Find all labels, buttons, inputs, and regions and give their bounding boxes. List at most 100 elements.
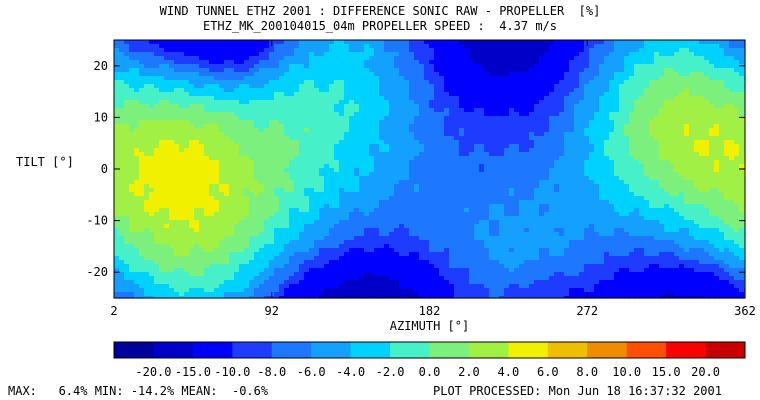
contour-cell: [254, 268, 260, 273]
contour-cell: [164, 176, 170, 181]
contour-cell: [304, 240, 310, 245]
contour-cell: [229, 224, 235, 229]
contour-cell: [354, 204, 360, 209]
contour-cell: [459, 120, 465, 125]
contour-cell: [114, 272, 120, 277]
contour-cell: [314, 44, 320, 49]
contour-cell: [404, 196, 410, 201]
contour-cell: [439, 164, 445, 169]
contour-cell: [319, 112, 325, 117]
contour-cell: [224, 116, 230, 121]
contour-cell: [309, 112, 315, 117]
contour-cell: [459, 52, 465, 57]
contour-cell: [304, 256, 310, 261]
contour-cell: [384, 232, 390, 237]
contour-cell: [154, 40, 160, 45]
contour-cell: [344, 128, 350, 133]
contour-cell: [299, 76, 305, 81]
contour-cell: [119, 56, 125, 61]
contour-cell: [134, 168, 140, 173]
contour-cell: [494, 116, 500, 121]
contour-cell: [309, 104, 315, 109]
contour-cell: [439, 184, 445, 189]
contour-cell: [119, 280, 125, 285]
contour-cell: [419, 140, 425, 145]
contour-cell: [289, 176, 295, 181]
contour-cell: [229, 192, 235, 197]
contour-cell: [464, 144, 470, 149]
contour-cell: [209, 104, 215, 109]
contour-cell: [419, 60, 425, 65]
contour-cell: [119, 164, 125, 169]
contour-cell: [164, 240, 170, 245]
contour-cell: [194, 196, 200, 201]
contour-cell: [309, 200, 315, 205]
contour-cell: [279, 76, 285, 81]
contour-cell: [439, 220, 445, 225]
contour-cell: [419, 156, 425, 161]
contour-cell: [184, 208, 190, 213]
contour-cell: [449, 156, 455, 161]
contour-cell: [169, 268, 175, 273]
contour-cell: [469, 284, 475, 289]
contour-cell: [349, 288, 355, 293]
contour-cell: [354, 176, 360, 181]
contour-cell: [384, 120, 390, 125]
contour-cell: [404, 120, 410, 125]
contour-cell: [224, 204, 230, 209]
contour-cell: [124, 140, 130, 145]
contour-cell: [404, 76, 410, 81]
contour-cell: [269, 244, 275, 249]
contour-cell: [449, 100, 455, 105]
contour-cell: [154, 96, 160, 101]
contour-cell: [409, 44, 415, 49]
contour-cell: [214, 144, 220, 149]
contour-cell: [384, 104, 390, 109]
contour-cell: [209, 160, 215, 165]
contour-cell: [204, 220, 210, 225]
contour-cell: [254, 204, 260, 209]
contour-cell: [224, 60, 230, 65]
contour-cell: [129, 204, 135, 209]
contour-cell: [419, 244, 425, 249]
contour-cell: [114, 60, 120, 65]
contour-cell: [139, 180, 145, 185]
contour-cell: [229, 156, 235, 161]
contour-cell: [189, 120, 195, 125]
contour-cell: [374, 48, 380, 53]
contour-cell: [289, 228, 295, 233]
contour-cell: [414, 272, 420, 277]
contour-cell: [329, 92, 335, 97]
contour-cell: [379, 248, 385, 253]
contour-cell: [349, 260, 355, 265]
contour-cell: [124, 260, 130, 265]
contour-cell: [199, 64, 205, 69]
contour-cell: [344, 120, 350, 125]
contour-cell: [329, 140, 335, 145]
contour-cell: [359, 56, 365, 61]
contour-cell: [119, 232, 125, 237]
contour-cell: [479, 56, 485, 61]
contour-cell: [469, 108, 475, 113]
contour-cell: [279, 264, 285, 269]
contour-cell: [414, 176, 420, 181]
contour-cell: [244, 228, 250, 233]
contour-cell: [409, 296, 415, 299]
contour-cell: [399, 184, 405, 189]
contour-cell: [254, 184, 260, 189]
contour-cell: [299, 236, 305, 241]
contour-cell: [294, 52, 300, 57]
contour-cell: [344, 180, 350, 185]
contour-cell: [149, 64, 155, 69]
contour-cell: [394, 240, 400, 245]
contour-cell: [364, 200, 370, 205]
contour-cell: [169, 264, 175, 269]
contour-cell: [274, 164, 280, 169]
contour-cell: [224, 232, 230, 237]
contour-cell: [469, 232, 475, 237]
contour-cell: [494, 240, 500, 245]
contour-cell: [489, 280, 495, 285]
contour-cell: [314, 176, 320, 181]
contour-cell: [459, 212, 465, 217]
contour-cell: [209, 92, 215, 97]
